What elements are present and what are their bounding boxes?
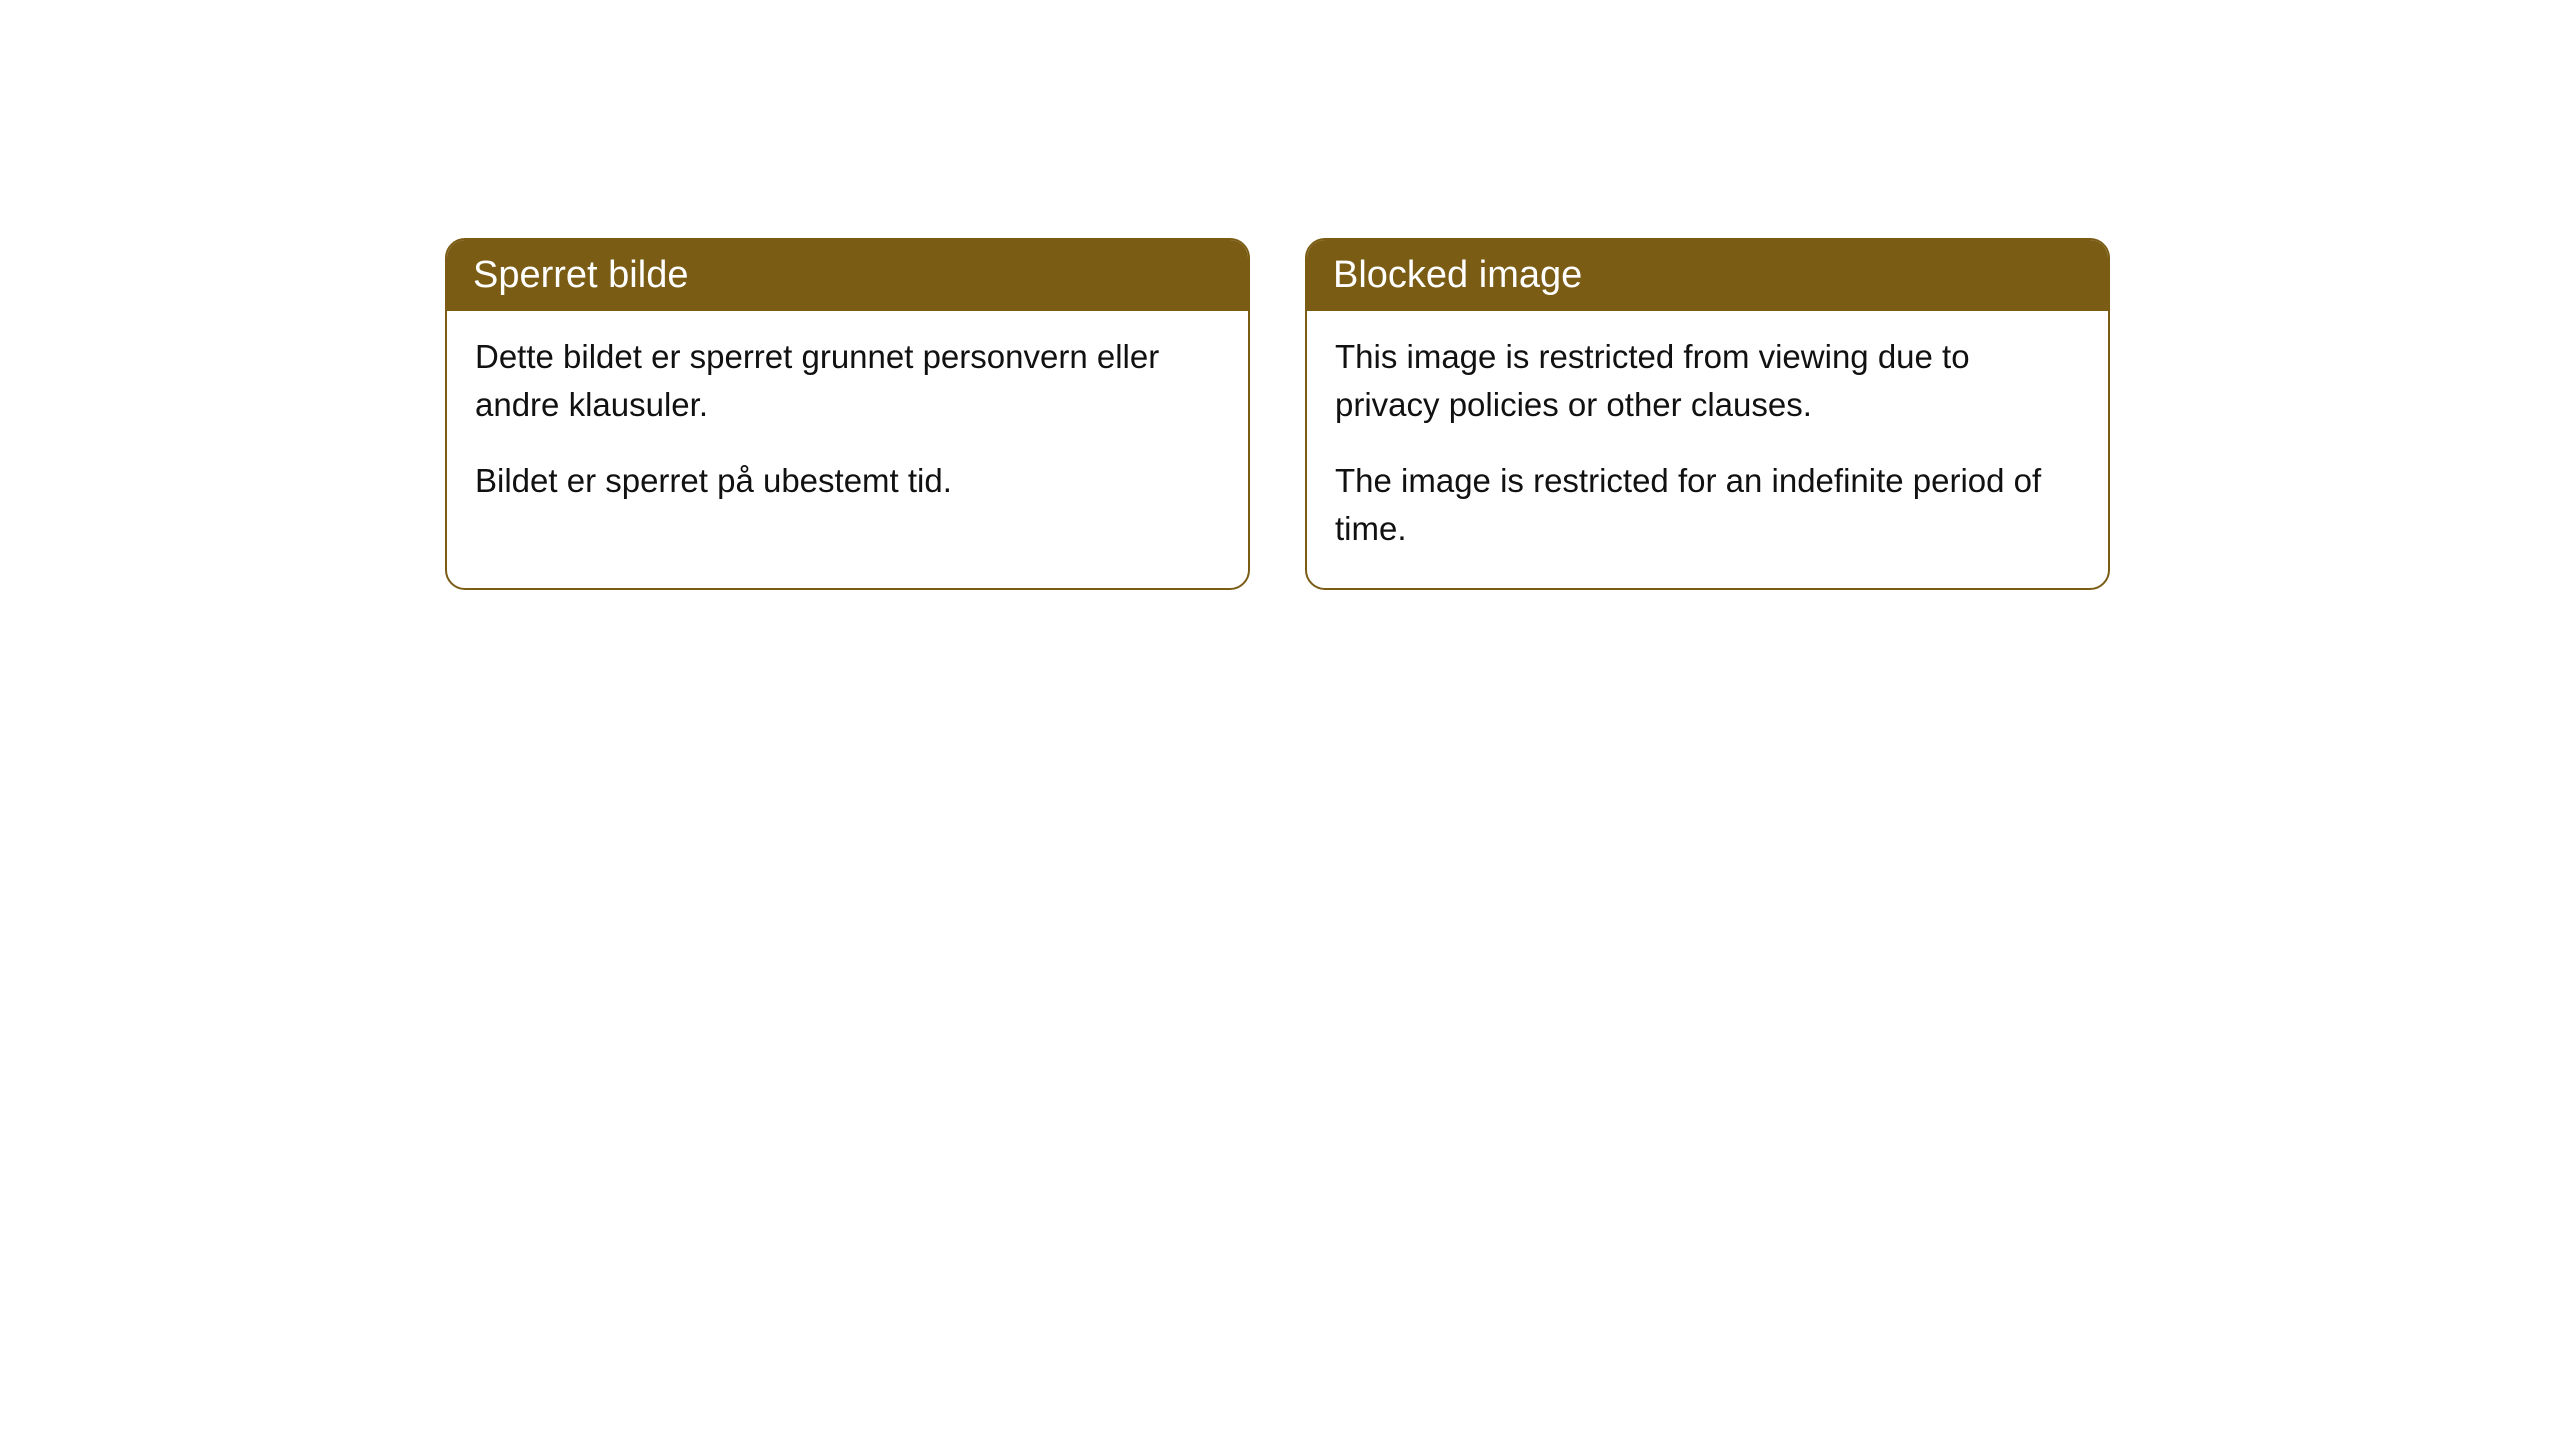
card-body-english: This image is restricted from viewing du… (1307, 311, 2108, 588)
card-header-norwegian: Sperret bilde (447, 240, 1248, 311)
blocked-image-card-norwegian: Sperret bilde Dette bildet er sperret gr… (445, 238, 1250, 590)
card-body-norwegian: Dette bildet er sperret grunnet personve… (447, 311, 1248, 541)
blocked-image-card-english: Blocked image This image is restricted f… (1305, 238, 2110, 590)
info-cards-container: Sperret bilde Dette bildet er sperret gr… (445, 238, 2110, 590)
card-title-english: Blocked image (1333, 254, 1582, 296)
card-paragraph-1-norwegian: Dette bildet er sperret grunnet personve… (475, 333, 1220, 429)
card-header-english: Blocked image (1307, 240, 2108, 311)
card-paragraph-2-norwegian: Bildet er sperret på ubestemt tid. (475, 457, 1220, 505)
card-title-norwegian: Sperret bilde (473, 254, 688, 296)
card-paragraph-1-english: This image is restricted from viewing du… (1335, 333, 2080, 429)
card-paragraph-2-english: The image is restricted for an indefinit… (1335, 457, 2080, 553)
